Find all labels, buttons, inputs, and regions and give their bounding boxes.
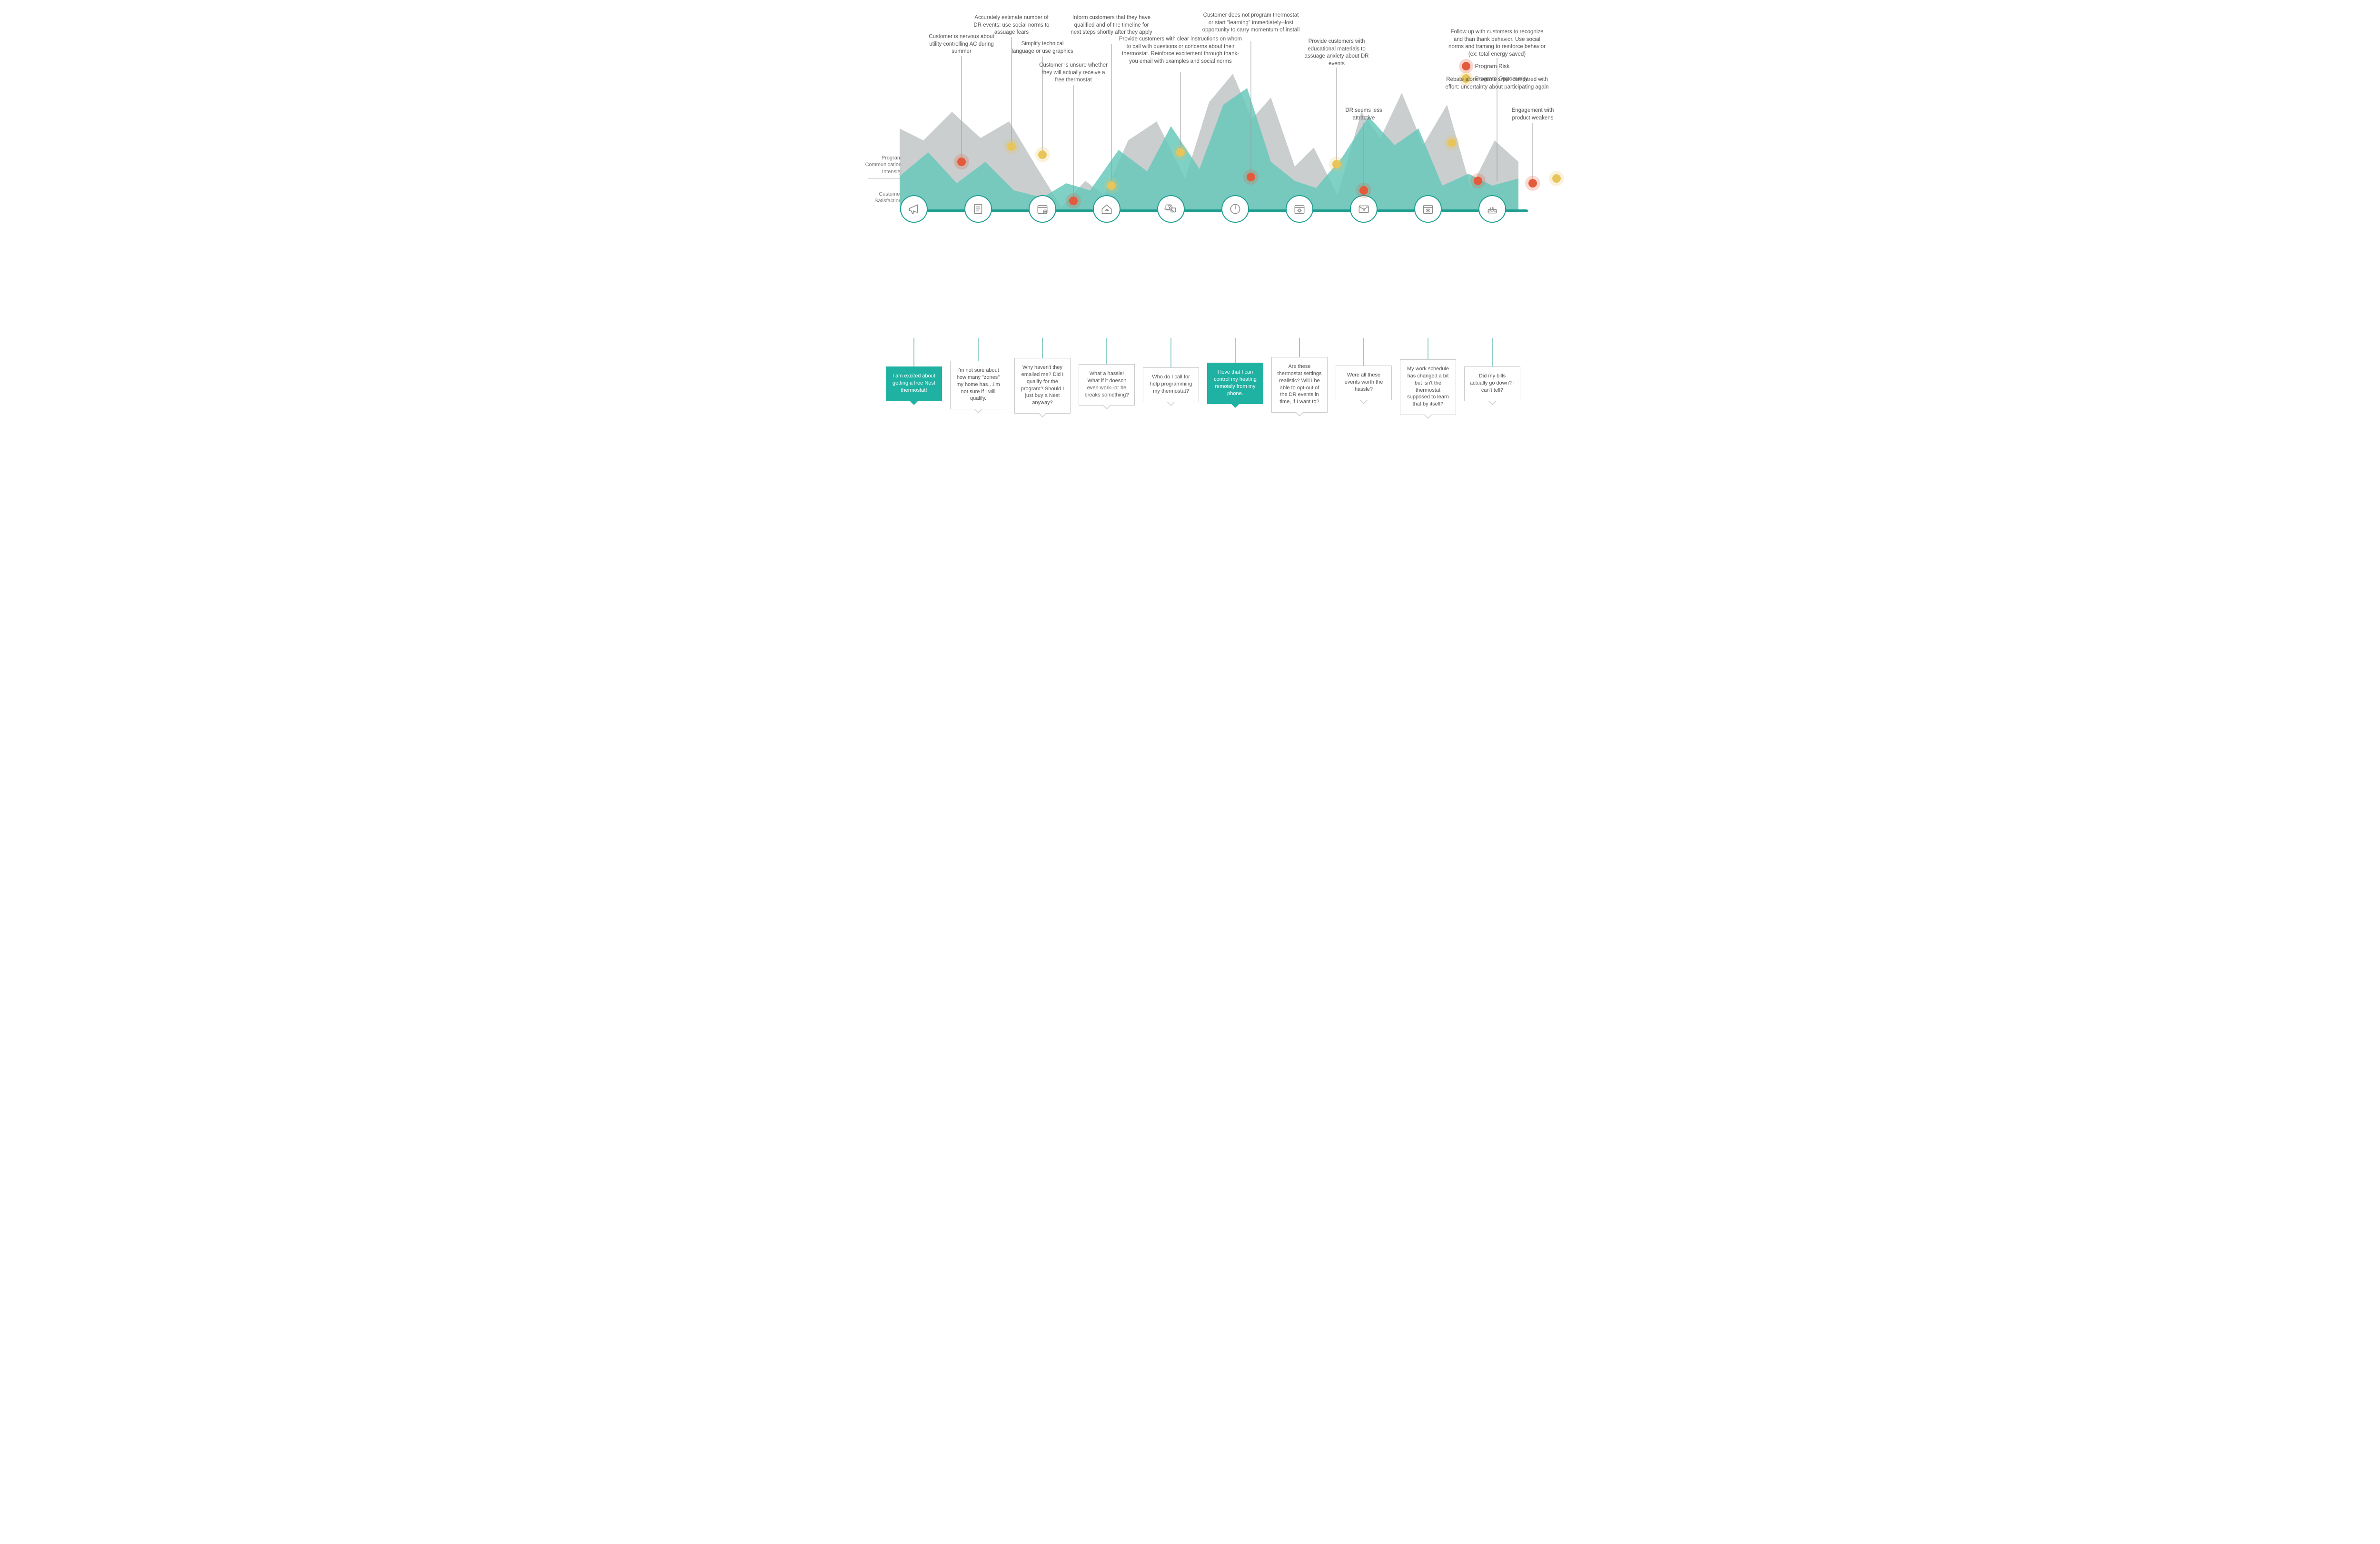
annotation-text: Follow up with customers to recognize an…: [1447, 29, 1547, 58]
opportunity-marker: [1007, 142, 1016, 151]
calendar-snow-icon: [1421, 202, 1435, 216]
annotation-leader: [1073, 85, 1074, 201]
stage-document: [964, 195, 992, 223]
axis-upper-label: Program Communication Intensity: [849, 155, 902, 175]
speech-bubble: I am excited about getting a free Nest t…: [886, 366, 942, 401]
speech-bubble: I love that I can control my heating rem…: [1207, 363, 1263, 404]
area-chart: [900, 67, 1518, 214]
annotation-text: Rebate alone seems small compared with e…: [1445, 76, 1549, 91]
opportunity-marker: [1038, 150, 1047, 159]
home-wifi-icon: [1100, 202, 1113, 216]
annotation-text: Simplify technical language or use graph…: [1012, 40, 1073, 55]
speech-bubble: I'm not sure about how many "zones" my h…: [950, 361, 1006, 409]
bubble-connector: [1235, 338, 1236, 363]
document-icon: [972, 202, 985, 216]
stage-question-alert: [1157, 195, 1185, 223]
stage-calendar-sun: [1286, 195, 1313, 223]
question-alert-icon: [1164, 202, 1178, 216]
speech-bubble: My work schedule has changed a bit but i…: [1400, 359, 1456, 415]
calendar-check-icon: [1036, 202, 1049, 216]
annotation-text: Inform customers that they have qualifie…: [1069, 14, 1154, 37]
opportunity-marker: [1176, 148, 1185, 157]
stage-cake: [1478, 195, 1506, 223]
stage-row: $: [900, 195, 1528, 224]
stage-envelope-money: $: [1350, 195, 1378, 223]
opportunity-marker: [1552, 174, 1561, 183]
bubble-connector: [1492, 338, 1493, 366]
annotation-text: Accurately estimate number of DR events:…: [973, 14, 1050, 37]
risk-marker: [1359, 186, 1368, 195]
annotation-text: Engagement with product weakens: [1502, 107, 1564, 122]
bubble-connector: [978, 338, 979, 361]
chart-area: Program Communication Intensity Customer…: [852, 67, 1528, 228]
annotation-text: DR seems less attractive: [1338, 107, 1390, 122]
bubble-connector: [1299, 338, 1300, 357]
annotation-text: Provide customers with educational mater…: [1301, 38, 1372, 68]
svg-text:$: $: [1363, 207, 1365, 212]
speech-bubbles: I am excited about getting a free Nest t…: [900, 338, 1528, 447]
annotation-text: Customer is nervous about utility contro…: [926, 33, 997, 56]
power-icon: [1229, 202, 1242, 216]
stage-calendar-check: [1029, 195, 1056, 223]
stage-megaphone: [900, 195, 928, 223]
annotation-text: Customer does not program thermostat or …: [1201, 12, 1301, 34]
stage-calendar-snow: [1414, 195, 1442, 223]
journey-map: Program Risk Program Opportunity Program…: [852, 67, 1528, 447]
speech-bubble: Are these thermostat settings realistic?…: [1271, 357, 1328, 413]
opportunity-marker: [1107, 181, 1116, 190]
opportunity-marker: [1448, 139, 1456, 147]
cake-icon: [1486, 202, 1499, 216]
risk-marker: [1247, 173, 1255, 181]
speech-bubble: Who do I call for help programming my th…: [1143, 367, 1199, 402]
annotation-text: Customer is unsure whether they will act…: [1038, 62, 1109, 84]
risk-marker: [1474, 177, 1482, 185]
speech-bubble: What a hassle! What if it doesn't even w…: [1079, 364, 1135, 406]
risk-marker: [1069, 197, 1078, 205]
annotation-text: Provide customers with clear instruction…: [1119, 36, 1242, 65]
speech-bubble: Why haven't they emailed me? Did I quali…: [1014, 358, 1071, 414]
envelope-money-icon: $: [1357, 202, 1370, 216]
bubble-connector: [1042, 338, 1043, 358]
risk-marker: [1528, 179, 1537, 188]
speech-bubble: Were all these events worth the hassle?: [1336, 366, 1392, 400]
axis-labels: Program Communication Intensity Customer…: [849, 155, 902, 204]
risk-marker: [957, 158, 966, 166]
megaphone-icon: [907, 202, 921, 216]
speech-bubble: Did my bills actually go down? I can't t…: [1464, 366, 1520, 401]
calendar-sun-icon: [1293, 202, 1306, 216]
stage-power: [1221, 195, 1249, 223]
opportunity-marker: [1332, 160, 1341, 168]
annotation-leader: [1111, 44, 1112, 186]
axis-lower-label: Customer Satisfaction: [849, 191, 902, 205]
annotation-leader: [1180, 72, 1181, 152]
stage-home-wifi: [1093, 195, 1121, 223]
